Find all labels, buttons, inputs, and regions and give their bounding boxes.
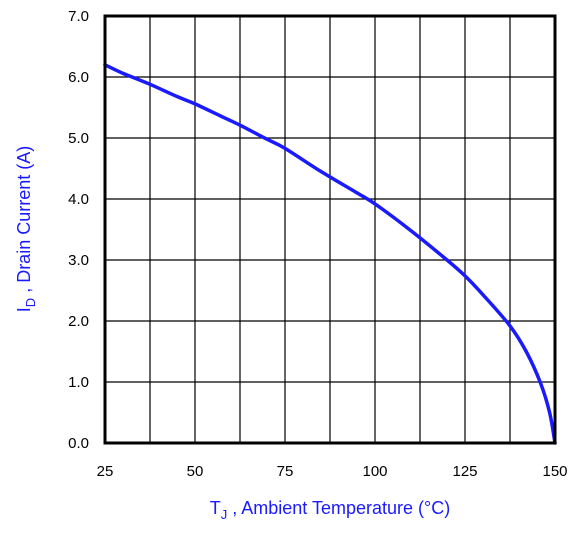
x-tick-label: 75 (277, 463, 294, 480)
y-tick-label: 1.0 (68, 374, 89, 391)
y-tick-label: 6.0 (68, 69, 89, 86)
x-tick-label: 125 (452, 463, 477, 480)
x-tick-label: 100 (362, 463, 387, 480)
y-tick-label: 7.0 (68, 8, 89, 25)
x-tick-label: 150 (542, 463, 567, 480)
x-tick-label: 50 (187, 463, 204, 480)
y-tick-label: 4.0 (68, 191, 89, 208)
grid-lines (105, 16, 555, 443)
y-axis-label-rest: , Drain Current (A) (14, 146, 34, 298)
y-axis-label: ID , Drain Current (A) (14, 146, 38, 312)
y-tick-label: 5.0 (68, 130, 89, 147)
y-axis-label-sub: D (23, 298, 38, 307)
x-axis-label: TJ , Ambient Temperature (°C) (210, 498, 450, 522)
y-tick-label: 2.0 (68, 313, 89, 330)
y-tick-label: 3.0 (68, 252, 89, 269)
y-tick-label: 0.0 (68, 435, 89, 452)
tick-labels: 25 50 75 100 125 150 0.0 1.0 2.0 3.0 4.0 5.0 6.0 7.0 (68, 8, 567, 480)
x-tick-label: 25 (97, 463, 114, 480)
x-axis-label-rest: , Ambient Temperature (°C) (227, 498, 450, 518)
x-axis-label-main: T (210, 498, 221, 518)
